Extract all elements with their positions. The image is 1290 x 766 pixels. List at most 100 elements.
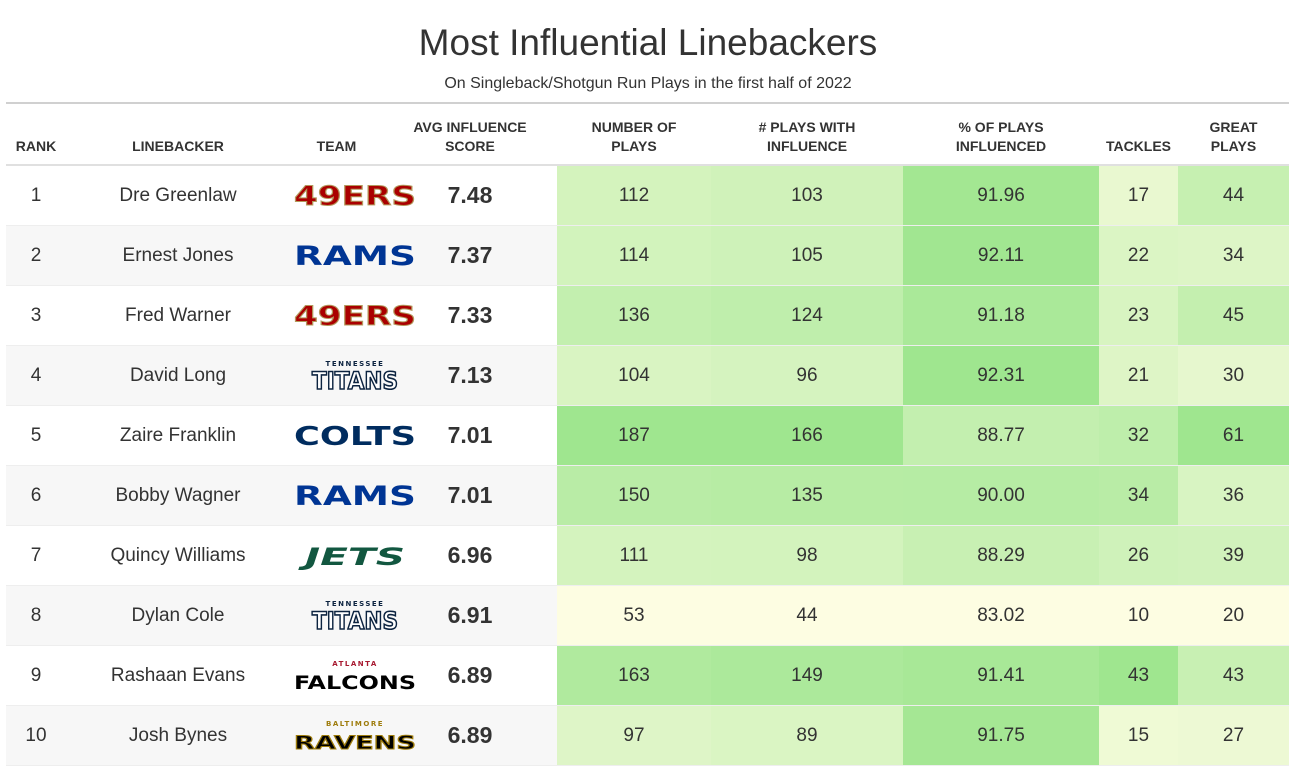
ravens-logo-subtext: BALTIMORE	[326, 720, 384, 728]
cell-linebacker: Josh Bynes	[66, 705, 290, 766]
rams-logo: RAMS	[294, 481, 416, 512]
header-plays: NUMBER OF PLAYS	[557, 104, 711, 166]
header-pct-line: % OF PLAYS	[958, 119, 1044, 135]
falcons-logo-subtext: ATLANTA	[332, 660, 378, 668]
cell-pct: 91.75	[903, 705, 1099, 766]
header-linebacker-line: LINEBACKER	[132, 138, 224, 154]
header-linebacker: LINEBACKER	[66, 104, 290, 166]
rams-logo-text: RAMS	[294, 241, 416, 272]
cell-avg: 6.91	[383, 585, 557, 646]
header-pct: % OF PLAYS INFLUENCED	[903, 104, 1099, 166]
cell-pct: 83.02	[903, 585, 1099, 646]
49ers-logo: 49ERS	[294, 180, 417, 212]
cell-linebacker: Ernest Jones	[66, 225, 290, 286]
49ers-logo-text: 49ERS	[294, 181, 416, 212]
cell-pct: 88.29	[903, 525, 1099, 586]
table-row: 4 David Long TENNESSEE TITANS 7.13 104 96 92.31…	[6, 345, 1289, 406]
table-row: 1 Dre Greenlaw 49ERS 7.48 112 103 91.96 17 44	[6, 165, 1289, 226]
table-row: 8 Dylan Cole TENNESSEE TITANS 6.91 53 44 83.02 1…	[6, 585, 1289, 646]
cell-tackles: 22	[1099, 225, 1178, 286]
cell-team: TENNESSEE TITANS	[290, 585, 399, 646]
cell-rank: 7	[6, 525, 66, 586]
cell-team: BALTIMORE RAVENS	[290, 705, 417, 766]
titans-logo-subtext: TENNESSEE	[326, 360, 385, 368]
cell-pct: 92.31	[903, 345, 1099, 406]
header-avg-line: AVG INFLUENCE	[413, 119, 527, 135]
header-rank-line: RANK	[15, 138, 57, 154]
cell-tackles: 43	[1099, 645, 1178, 706]
cell-team: RAMS	[290, 465, 416, 526]
cell-infl: 124	[711, 285, 903, 346]
cell-linebacker: Rashaan Evans	[66, 645, 290, 706]
falcons-logo: ATLANTA FALCONS	[294, 660, 416, 694]
table-row: 7 Quincy Williams JETS 6.96 111 98 88.29 26 39	[6, 525, 1289, 586]
cell-plays: 163	[557, 645, 711, 706]
cell-avg: 7.33	[383, 285, 557, 346]
colts-logo: COLTS	[294, 422, 416, 452]
cell-great: 44	[1178, 165, 1289, 226]
cell-rank: 1	[6, 165, 66, 226]
cell-team: COLTS	[290, 405, 416, 466]
table-row: 9 Rashaan Evans ATLANTA FALCONS 6.89 163 149 91…	[6, 645, 1289, 706]
cell-pct: 90.00	[903, 465, 1099, 526]
cell-pct: 92.11	[903, 225, 1099, 286]
header-tackles-line: TACKLES	[1105, 138, 1172, 154]
cell-great: 43	[1178, 645, 1289, 706]
cell-team: TENNESSEE TITANS	[290, 345, 399, 406]
cell-team: JETS	[290, 525, 405, 586]
colts-logo-text: COLTS	[294, 422, 416, 452]
cell-linebacker: Dre Greenlaw	[66, 165, 290, 226]
cell-great: 36	[1178, 465, 1289, 526]
header-rank: RANK	[6, 104, 66, 166]
cell-great: 27	[1178, 705, 1289, 766]
rams-logo-text: RAMS	[294, 481, 416, 512]
cell-pct: 91.41	[903, 645, 1099, 706]
cell-avg: 6.89	[383, 645, 557, 706]
header-infl-line: INFLUENCE	[766, 138, 848, 154]
cell-infl: 166	[711, 405, 903, 466]
chart-subtitle: On Singleback/Shotgun Run Plays in the f…	[444, 75, 852, 92]
cell-pct: 91.18	[903, 285, 1099, 346]
cell-tackles: 34	[1099, 465, 1178, 526]
table-row: 10 Josh Bynes BALTIMORE RAVENS 6.89 97 89 91.75…	[6, 705, 1289, 766]
cell-linebacker: Quincy Williams	[66, 525, 290, 586]
chart-title: Most Influential Linebackers	[418, 22, 878, 63]
cell-plays: 114	[557, 225, 711, 286]
cell-great: 39	[1178, 525, 1289, 586]
ravens-logo-text: RAVENS	[294, 732, 416, 754]
cell-linebacker: David Long	[66, 345, 290, 406]
cell-pct: 91.96	[903, 165, 1099, 226]
titans-logo-text: TITANS	[312, 607, 398, 635]
cell-team: 49ERS	[290, 165, 417, 226]
jets-logo: JETS	[298, 543, 405, 571]
header-great: GREAT PLAYS	[1178, 104, 1289, 166]
header-pct-line: INFLUENCED	[955, 138, 1047, 154]
cell-infl: 44	[711, 585, 903, 646]
cell-great: 30	[1178, 345, 1289, 406]
cell-linebacker: Bobby Wagner	[66, 465, 290, 526]
titans-logo-subtext: TENNESSEE	[326, 600, 385, 608]
header-great-line: GREAT	[1209, 119, 1258, 135]
cell-rank: 2	[6, 225, 66, 286]
cell-avg: 7.48	[383, 165, 557, 226]
cell-team: RAMS	[290, 225, 416, 286]
cell-avg: 7.13	[383, 345, 557, 406]
cell-rank: 4	[6, 345, 66, 406]
cell-rank: 5	[6, 405, 66, 466]
cell-great: 61	[1178, 405, 1289, 466]
header-plays-line: PLAYS	[611, 138, 657, 154]
cell-infl: 149	[711, 645, 903, 706]
cell-team: ATLANTA FALCONS	[290, 645, 416, 706]
titans-logo-text: TITANS	[312, 367, 398, 395]
cell-plays: 104	[557, 345, 711, 406]
cell-plays: 187	[557, 405, 711, 466]
header-plays-line: NUMBER OF	[591, 119, 677, 135]
cell-tackles: 10	[1099, 585, 1178, 646]
cell-plays: 53	[557, 585, 711, 646]
cell-plays: 150	[557, 465, 711, 526]
cell-avg: 6.96	[383, 525, 557, 586]
linebacker-table: RANK LINEBACKER TEAM AVG INFLUENCE SCORE NUMB…	[6, 104, 1289, 766]
cell-plays: 112	[557, 165, 711, 226]
cell-avg: 7.37	[383, 225, 557, 286]
